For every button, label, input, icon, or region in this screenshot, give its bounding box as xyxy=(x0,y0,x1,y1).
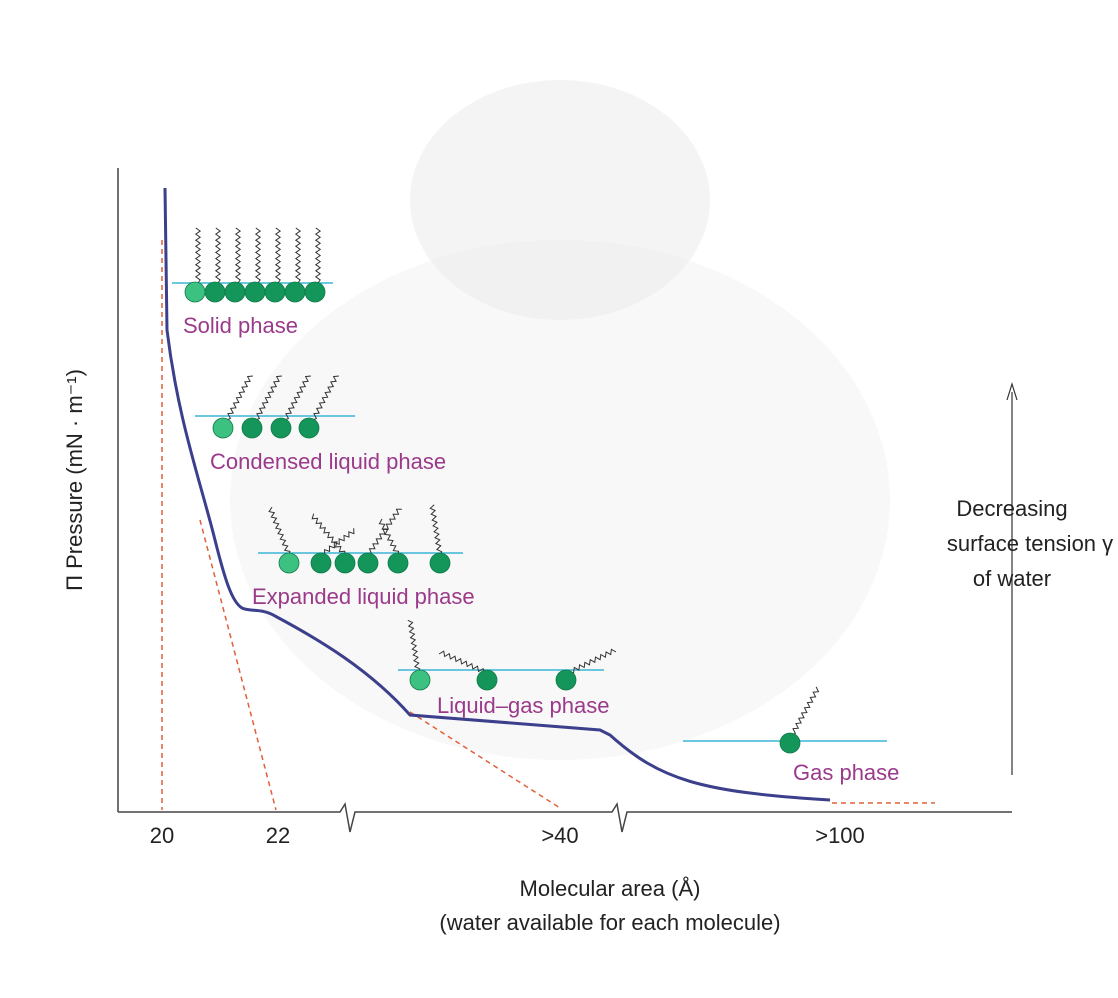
lipid-head xyxy=(305,282,325,302)
lipid-tail xyxy=(256,228,260,283)
lipid-head xyxy=(213,418,233,438)
lipid-head xyxy=(311,553,331,573)
phase-label: Solid phase xyxy=(183,313,298,338)
lipid-tail xyxy=(316,228,320,283)
x-tick-label: >100 xyxy=(815,823,865,848)
lipid-head xyxy=(205,282,225,302)
side-note: of water xyxy=(973,566,1051,591)
x-axis-label: (water available for each molecule) xyxy=(439,910,780,935)
x-axis-label: Molecular area (Å) xyxy=(520,876,701,901)
watermark xyxy=(230,80,890,760)
lipid-head xyxy=(780,733,800,753)
lipid-tail xyxy=(276,228,280,283)
lipid-head xyxy=(242,418,262,438)
phase-label: Liquid–gas phase xyxy=(437,693,609,718)
phase-label: Expanded liquid phase xyxy=(252,584,475,609)
lipid-head xyxy=(358,553,378,573)
phase-label: Condensed liquid phase xyxy=(210,449,446,474)
lipid-head xyxy=(285,282,305,302)
lipid-head xyxy=(245,282,265,302)
y-axis-label: Π Pressure (mN · m⁻¹) xyxy=(62,369,87,591)
lipid-head xyxy=(271,418,291,438)
lipid-tail xyxy=(216,228,220,283)
side-note: Decreasing xyxy=(956,496,1067,521)
lipid-tail xyxy=(792,687,819,735)
side-note: surface tension γ xyxy=(947,531,1113,556)
figure: Solid phase Condensed liquid phase Expan… xyxy=(0,0,1118,998)
x-tick-label: 20 xyxy=(150,823,174,848)
lipid-head xyxy=(299,418,319,438)
phase-label: Gas phase xyxy=(793,760,899,785)
lipid-head xyxy=(265,282,285,302)
lipid-head xyxy=(185,282,205,302)
lipid-head xyxy=(410,670,430,690)
x-tick-label: >40 xyxy=(541,823,578,848)
lipid-tail xyxy=(296,228,300,283)
lipid-head xyxy=(556,670,576,690)
lipid-head xyxy=(388,553,408,573)
lipid-tail xyxy=(236,228,240,283)
lipid-head xyxy=(335,553,355,573)
x-tick-label: 22 xyxy=(266,823,290,848)
lipid-tail xyxy=(196,228,200,283)
lipid-head xyxy=(477,670,497,690)
lipid-head xyxy=(225,282,245,302)
lipid-head xyxy=(430,553,450,573)
lipid-head xyxy=(279,553,299,573)
